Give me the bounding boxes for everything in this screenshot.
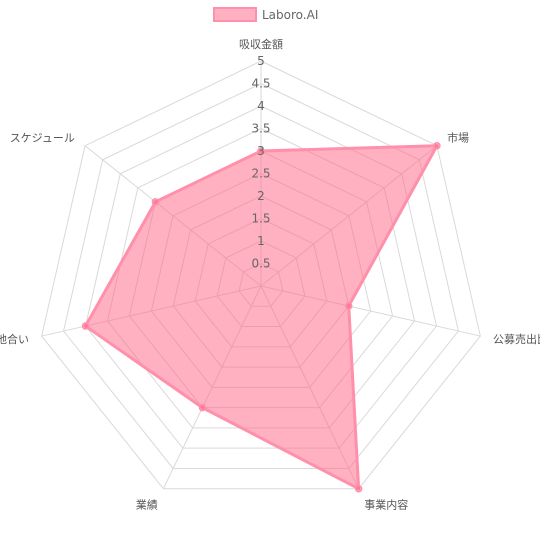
axis-labels: 吸収金額市場公募売出比事業内容 業績 地合い スケジュール — [0, 37, 540, 511]
tick-label-10: 5 — [257, 54, 265, 68]
data-point-1[interactable] — [433, 141, 441, 150]
axis-label-0: 吸収金額 — [239, 37, 283, 51]
series-laboro-ai — [81, 141, 441, 493]
axis-label-1: 市場 — [447, 131, 469, 145]
data-point-2[interactable] — [344, 302, 353, 310]
series-area-0 — [84, 144, 439, 491]
tick-label-2: 1 — [257, 234, 265, 248]
legend-label-laboro-ai[interactable]: Laboro.AI — [262, 8, 318, 22]
tick-label-6: 3 — [257, 144, 265, 158]
axis-label-3: 事業内容 — [364, 497, 408, 511]
grid-ring-10 — [41, 60, 481, 490]
data-point-0[interactable] — [257, 147, 265, 155]
data-point-3[interactable] — [354, 484, 363, 493]
tick-labels: 0.5 1 1.5 2 2.5 3 3.5 4 4.5 5 — [251, 54, 270, 271]
tick-label-4: 2 — [257, 189, 265, 203]
legend[interactable]: Laboro.AI — [213, 7, 318, 22]
axis-label-2: 公募売出比 — [493, 332, 540, 346]
data-point-5[interactable] — [81, 322, 90, 330]
legend-swatch-laboro-ai[interactable] — [213, 7, 257, 22]
data-point-6[interactable] — [151, 198, 160, 206]
tick-label-9: 4.5 — [251, 77, 270, 91]
tick-label-3: 1.5 — [251, 212, 270, 226]
grid-ring-9 — [63, 82, 459, 469]
axis-label-5: 地合い — [0, 332, 29, 346]
axis-label-6: スケジュール — [10, 132, 75, 145]
tick-label-7: 3.5 — [251, 122, 270, 136]
tick-label-5: 2.5 — [251, 167, 270, 181]
axis-label-4: 業績 — [136, 497, 158, 511]
data-point-4[interactable] — [198, 403, 207, 412]
tick-label-8: 4 — [257, 99, 265, 113]
tick-label-1: 0.5 — [251, 257, 270, 271]
